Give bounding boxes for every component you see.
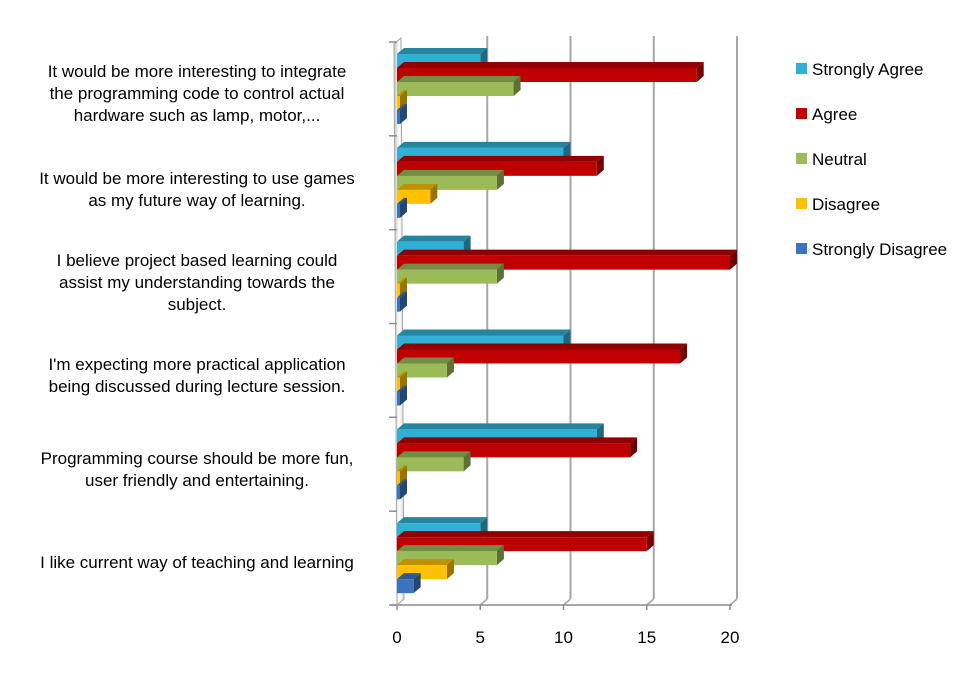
legend-label: Strongly Agree [812, 60, 924, 79]
x-tick-label: 0 [392, 628, 401, 647]
legend-label: Strongly Disagree [812, 240, 947, 259]
gridline-floor [646, 598, 655, 606]
tick-labels: 0 5 10 15 20 [392, 628, 739, 647]
category-label-line: being discussed during lecture session. [49, 377, 346, 396]
legend-swatch [796, 243, 807, 254]
category-label: It would be more interesting to integrat… [48, 62, 347, 125]
legend-item: Agree [796, 105, 857, 124]
category-label-line: I like current way of teaching and learn… [40, 553, 354, 572]
bar-strongly-disagree [397, 104, 407, 124]
bar-strongly-disagree [397, 291, 407, 312]
category-label-line: It would be more interesting to use game… [39, 169, 355, 188]
bar-strongly-disagree [397, 385, 407, 406]
legend-item: Strongly Disagree [796, 240, 947, 259]
legend-item: Strongly Agree [796, 60, 924, 79]
category-label: I'm expecting more practical application… [48, 355, 345, 396]
bar-strongly-disagree [397, 197, 407, 218]
legend-swatch [796, 108, 807, 119]
legend-swatch [796, 153, 807, 164]
bar-agree [397, 343, 688, 364]
bar-neutral [397, 76, 521, 96]
category-label: Programming course should be more fun, us… [41, 449, 354, 490]
category-label: It would be more interesting to use game… [39, 169, 355, 210]
category-label-line: I'm expecting more practical application [48, 355, 345, 374]
category-label: I believe project based learning could as… [57, 251, 338, 314]
legend-swatch [796, 198, 807, 209]
legend: Strongly Agree Agree Neutral Disagree Strong… [796, 60, 947, 259]
category-label-line: Programming course should be more fun, [41, 449, 354, 468]
category-label-line: I believe project based learning could [57, 251, 338, 270]
bars [397, 48, 737, 594]
gridline-floor [563, 598, 571, 606]
category-label-line: hardware such as lamp, motor,... [74, 106, 321, 125]
bar-strongly-disagree [397, 573, 421, 594]
category-label-line: user friendly and entertaining. [85, 471, 309, 490]
bar-strongly-disagree [397, 479, 407, 500]
legend-swatch [796, 63, 807, 74]
category-labels: It would be more interesting to integrat… [39, 62, 355, 572]
bar-neutral [397, 357, 454, 378]
x-tick-label: 15 [637, 628, 656, 647]
gridlines [391, 36, 738, 610]
legend-label: Neutral [812, 150, 867, 169]
gridline-floor [729, 598, 738, 606]
gridline-floor [479, 598, 488, 606]
x-tick-label: 5 [476, 628, 485, 647]
category-label-line: the programming code to control actual [50, 84, 345, 103]
legend-item: Disagree [796, 195, 880, 214]
bar-neutral [397, 451, 471, 472]
category-label-line: It would be more interesting to integrat… [48, 62, 347, 81]
x-tick-label: 20 [721, 628, 740, 647]
x-tick-label: 10 [554, 628, 573, 647]
legend-label: Disagree [812, 195, 880, 214]
category-label-line: as my future way of learning. [88, 191, 305, 210]
category-label-line: assist my understanding towards the [59, 273, 335, 292]
legend-label: Agree [812, 105, 857, 124]
legend-item: Neutral [796, 150, 867, 169]
category-label: I like current way of teaching and learn… [40, 553, 354, 572]
category-label-line: subject. [168, 295, 227, 314]
bar-neutral [397, 263, 504, 284]
